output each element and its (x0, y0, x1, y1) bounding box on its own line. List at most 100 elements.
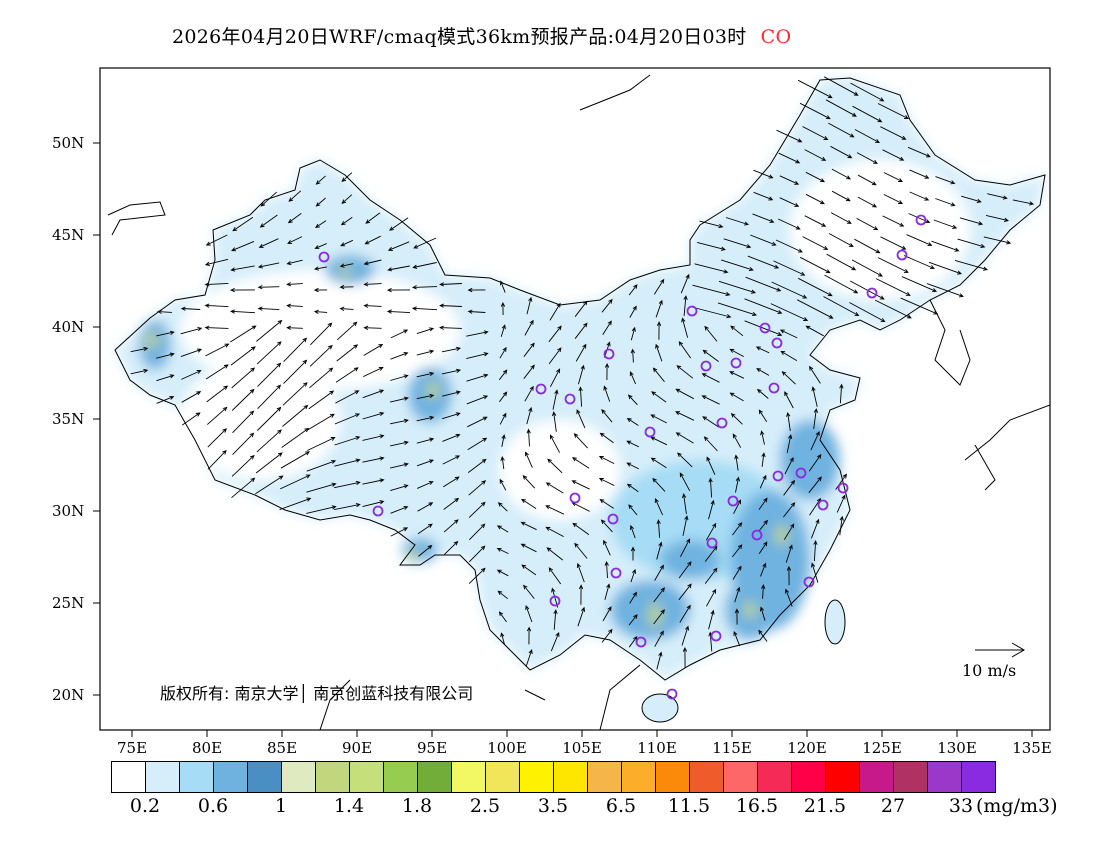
wind-arrow (156, 395, 175, 404)
wind-arrow (852, 105, 883, 123)
wind-arrow (957, 238, 986, 248)
wind-arrow (362, 389, 385, 399)
wind-arrow (650, 414, 668, 424)
wind-arrow (573, 433, 588, 449)
wind-arrow (813, 408, 819, 429)
wind-arrow (468, 501, 486, 518)
wind-arrow (808, 476, 822, 494)
lon-label: 85E (266, 739, 298, 757)
wind-arrow (883, 172, 904, 182)
wind-arrow (441, 346, 462, 353)
wind-arrow (933, 219, 958, 229)
wind-arrow (334, 480, 361, 489)
wind-arrow (386, 309, 411, 314)
wind-arrow (390, 505, 409, 514)
wind-arrow (626, 483, 639, 493)
wind-arrow (901, 276, 938, 293)
wind-arrow (839, 383, 844, 404)
wind-arrow (443, 497, 460, 510)
wind-arrow (313, 287, 328, 293)
colorbar-label: 11.5 (667, 795, 711, 817)
wind-arrow (362, 411, 385, 420)
wind-arrow (231, 454, 255, 477)
wind-arrow (442, 476, 460, 488)
colorbar-swatch (792, 762, 826, 792)
wind-arrow (654, 564, 664, 581)
wind-arrow (231, 477, 256, 499)
wind-arrow (903, 255, 935, 270)
title-text: 2026年04月20日WRF/cmaq模式36km预报产品:04月20日03时 (172, 26, 747, 48)
wind-arrow (877, 257, 909, 273)
wind-arrow (909, 191, 930, 201)
wind-arrow (526, 428, 531, 447)
wind-arrow (599, 499, 614, 509)
wind-scale-arrow (975, 642, 1025, 658)
wind-arrow (500, 324, 506, 337)
colorbar-swatch (146, 762, 180, 792)
lon-label: 115E (712, 739, 752, 757)
wind-arrow (306, 505, 337, 514)
station-marker (549, 595, 561, 607)
concentration-patch (180, 270, 460, 390)
wind-arrow (758, 409, 768, 423)
wind-arrow (906, 234, 933, 247)
lat-label: 40N (52, 318, 85, 336)
wind-arrow (362, 500, 385, 508)
wind-arrow (499, 478, 507, 491)
wind-arrow (314, 266, 328, 271)
wind-arrow (309, 344, 333, 367)
wind-arrow (717, 302, 757, 317)
wind-arrow (315, 220, 327, 228)
wind-arrow (760, 430, 765, 445)
wind-arrow (280, 451, 310, 469)
wind-arrow (130, 368, 149, 375)
wind-arrow (694, 263, 729, 274)
station-markers (318, 214, 927, 700)
wind-arrow (390, 484, 409, 492)
wind-arrow (753, 191, 774, 201)
station-marker (318, 251, 330, 263)
wind-arrow (804, 149, 827, 161)
wind-arrow (257, 362, 282, 387)
wind-arrow (784, 588, 793, 607)
wind-arrow (909, 169, 930, 179)
wind-arrow (341, 194, 353, 204)
wind-arrow (334, 413, 361, 425)
lat-label: 30N (52, 502, 85, 520)
wind-arrow (849, 280, 885, 300)
colorbar-swatch (214, 762, 248, 792)
station-marker (866, 287, 878, 299)
wind-arrow (439, 325, 462, 330)
wind-arrow (882, 149, 905, 161)
lat-label: 35N (52, 410, 85, 428)
concentration-patch (146, 332, 158, 348)
wind-arrow (653, 587, 665, 603)
wind-arrow (883, 194, 904, 204)
wind-arrow (761, 452, 766, 467)
wind-arrow (786, 565, 792, 586)
wind-arrow (755, 346, 770, 354)
wind-arrow (601, 298, 613, 313)
wind-arrow (363, 343, 384, 356)
wind-arrow (363, 259, 382, 266)
wind-arrow (599, 432, 614, 444)
wind-arrow (364, 235, 381, 245)
wind-arrow (874, 299, 912, 319)
colorbar-swatch (316, 762, 350, 792)
wind-arrow (830, 145, 853, 159)
wind-arrow (550, 368, 561, 388)
colorbar-swatch (894, 762, 928, 792)
station-marker (372, 505, 384, 517)
wind-arrow (826, 253, 857, 271)
wind-arrow (413, 237, 437, 249)
wind-arrow (773, 260, 806, 276)
wind-arrow (230, 325, 257, 343)
wind-arrow (653, 609, 665, 625)
wind-arrow (678, 561, 692, 579)
wind-arrow (805, 325, 824, 337)
wind-arrow (468, 480, 487, 496)
wind-arrow (525, 605, 533, 623)
wind-arrow (441, 368, 462, 375)
concentration-patch (649, 603, 661, 627)
colorbar-label: 27 (880, 795, 906, 817)
